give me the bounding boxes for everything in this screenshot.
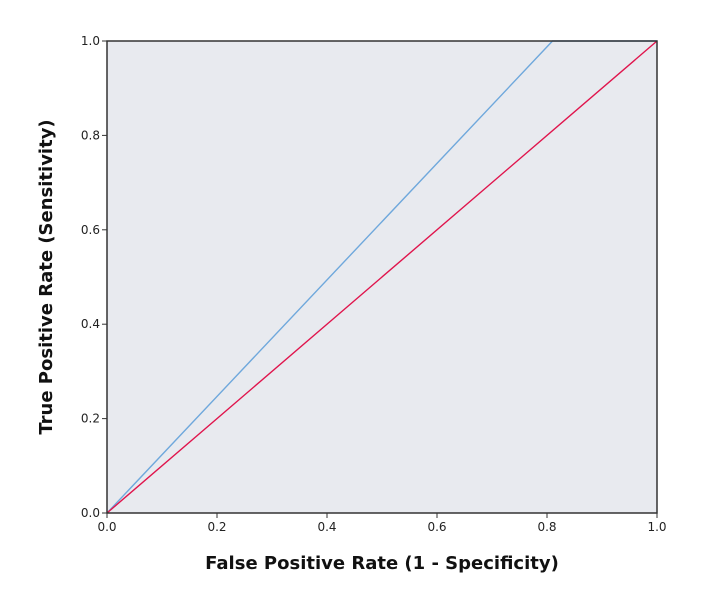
y-axis: 0.0 0.2 0.4 0.6 0.8 1.0	[81, 34, 107, 520]
x-tick-label: 1.0	[647, 520, 666, 534]
series-line-2	[106, 40, 658, 514]
x-axis: 0.0 0.2 0.4 0.6 0.8 1.0	[97, 513, 667, 534]
x-tick-label: 0.4	[317, 520, 336, 534]
x-tick-label: 0.8	[537, 520, 556, 534]
y-tick-label: 0.8	[81, 128, 100, 142]
plot-frame	[106, 40, 658, 514]
y-tick-label: 0.2	[81, 412, 100, 426]
x-axis-title: False Positive Rate (1 - Specificity)	[205, 553, 559, 574]
y-tick-label: 0.4	[81, 317, 100, 331]
x-tick-label: 0.2	[207, 520, 226, 534]
x-tick-label: 0.6	[427, 520, 446, 534]
x-tick-label: 0.0	[97, 520, 116, 534]
y-tick-label: 1.0	[81, 34, 100, 48]
y-tick-label: 0.6	[81, 223, 100, 237]
y-tick-label: 0.0	[81, 506, 100, 520]
y-axis-title: True Positive Rate (Sensitivity)	[36, 119, 57, 434]
